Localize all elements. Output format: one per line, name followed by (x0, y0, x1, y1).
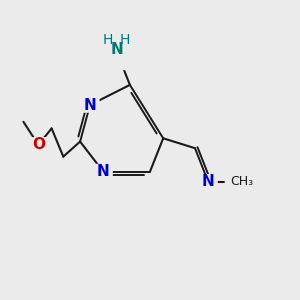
FancyBboxPatch shape (199, 174, 218, 190)
Text: CH₃: CH₃ (230, 175, 253, 188)
FancyBboxPatch shape (94, 164, 113, 179)
FancyBboxPatch shape (225, 173, 259, 190)
FancyBboxPatch shape (29, 137, 48, 153)
Text: N: N (84, 98, 96, 112)
FancyBboxPatch shape (104, 33, 129, 70)
Text: H: H (120, 33, 130, 46)
Text: N: N (202, 174, 214, 189)
Text: O: O (32, 137, 45, 152)
Text: N: N (110, 42, 123, 57)
Text: H: H (103, 33, 113, 46)
FancyBboxPatch shape (80, 97, 100, 113)
Text: N: N (97, 164, 110, 179)
